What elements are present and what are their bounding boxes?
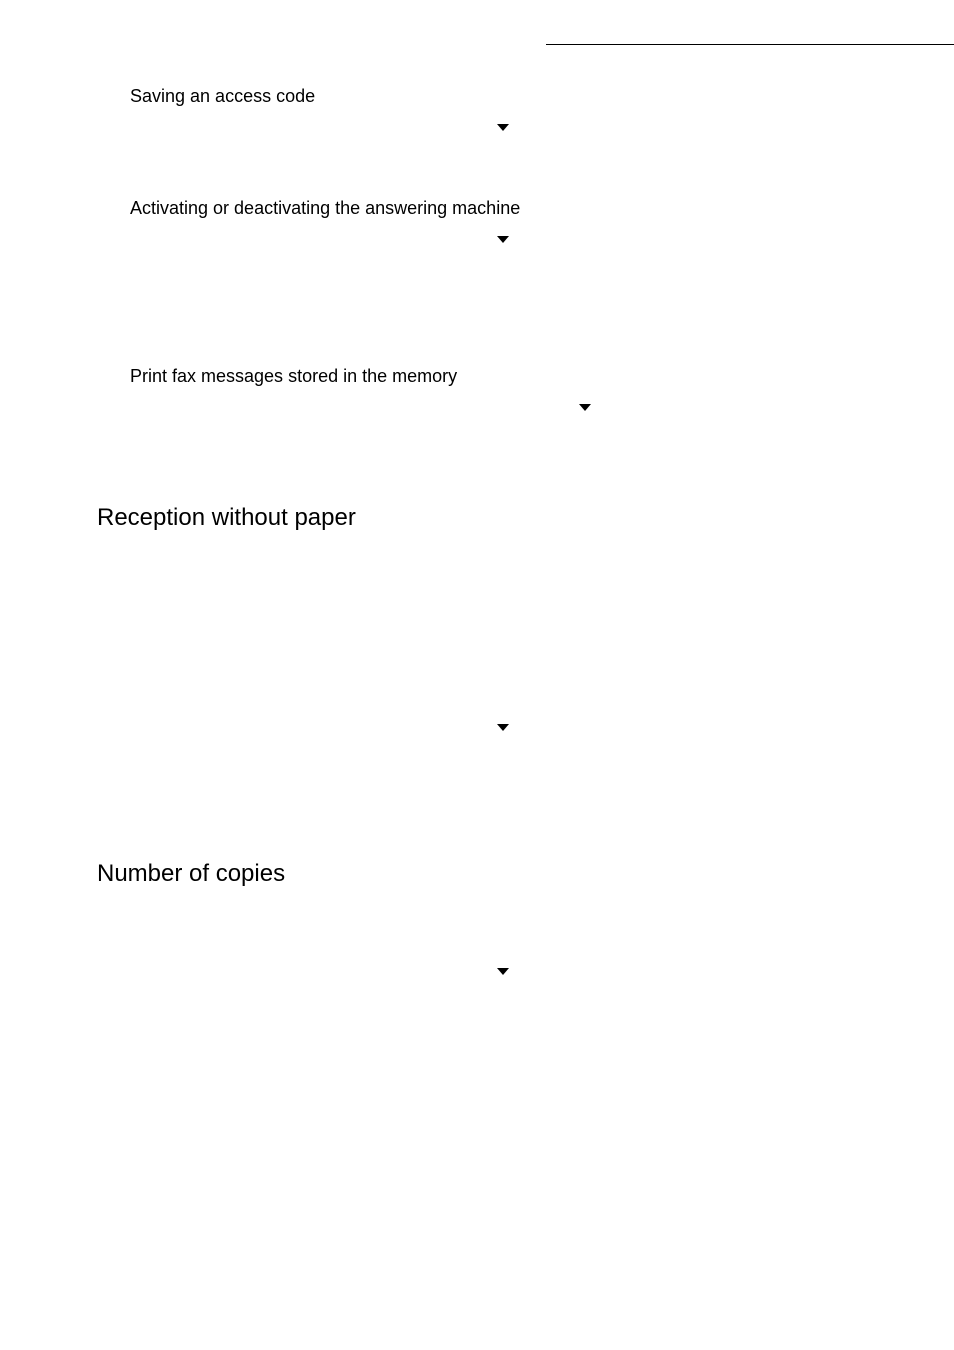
subsection-saving-access-code: Saving an access code	[130, 86, 315, 107]
header-divider	[546, 44, 954, 45]
subsection-print-fax-messages: Print fax messages stored in the memory	[130, 366, 457, 387]
chevron-down-icon	[497, 236, 509, 243]
chevron-down-icon	[579, 404, 591, 411]
section-reception-without-paper: Reception without paper	[97, 504, 356, 532]
chevron-down-icon	[497, 724, 509, 731]
chevron-down-icon	[497, 124, 509, 131]
section-number-of-copies: Number of copies	[97, 860, 285, 888]
chevron-down-icon	[497, 968, 509, 975]
subsection-activating-answering-machine: Activating or deactivating the answering…	[130, 198, 520, 219]
